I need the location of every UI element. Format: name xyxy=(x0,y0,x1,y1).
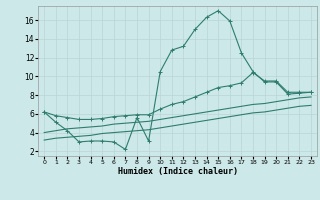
X-axis label: Humidex (Indice chaleur): Humidex (Indice chaleur) xyxy=(118,167,238,176)
